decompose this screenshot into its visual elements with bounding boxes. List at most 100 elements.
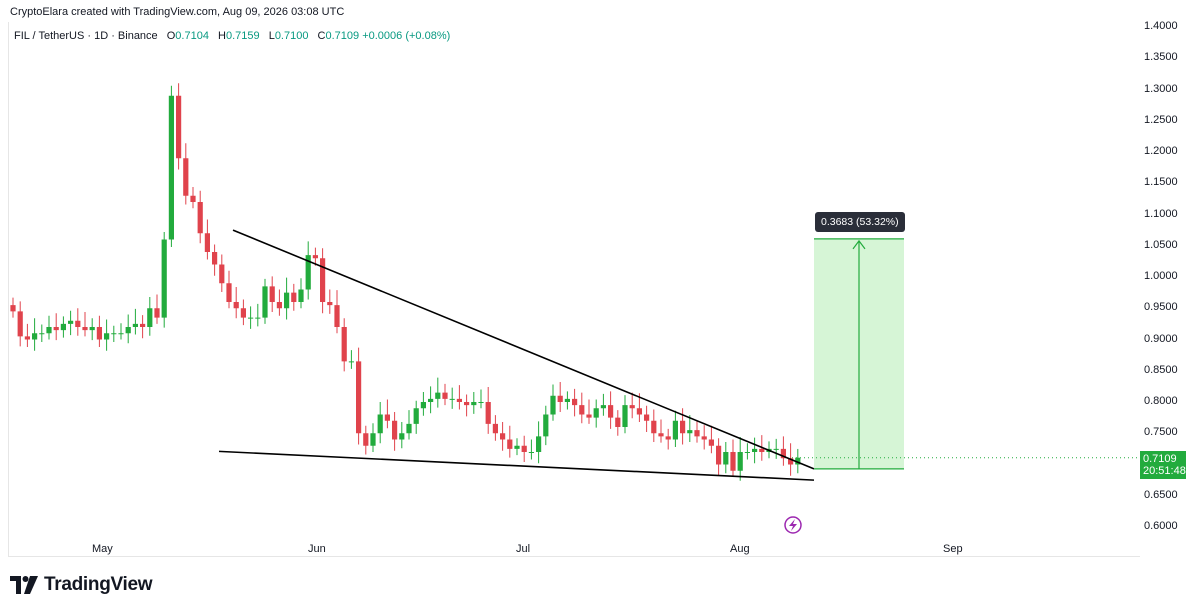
candle-down <box>636 408 642 415</box>
price-tick-label: 0.6000 <box>1144 520 1178 532</box>
candle-up <box>348 361 354 363</box>
candle-up <box>132 323 138 327</box>
change-value: +0.0006 (+0.08%) <box>362 30 451 42</box>
candle-up <box>478 402 484 403</box>
candle-down <box>644 414 650 421</box>
annotations-layer <box>218 229 1140 534</box>
price-tick-label: 1.0000 <box>1144 270 1178 282</box>
candle-down <box>212 252 218 265</box>
lightning-icon[interactable] <box>784 516 802 534</box>
close-value: 0.7109 <box>325 30 360 42</box>
candle-up <box>118 333 124 335</box>
candle-up <box>298 289 304 302</box>
candle-up <box>471 402 477 406</box>
candle-down <box>658 433 664 437</box>
candle-up <box>687 430 693 434</box>
price-tick-label: 1.2500 <box>1144 113 1178 126</box>
candle-down <box>615 417 621 427</box>
candle-up <box>399 433 405 440</box>
symbol-legend: FIL / TetherUS · 1D · Binance O0.7104 H0… <box>14 30 450 42</box>
chart-caption: CryptoElara created with TradingView.com… <box>10 6 345 18</box>
candle-down <box>291 292 297 302</box>
price-tick-label: 0.9000 <box>1144 332 1178 345</box>
price-tick-label: 1.2000 <box>1144 145 1178 157</box>
candle-up <box>406 423 412 434</box>
candle-down <box>154 308 160 318</box>
candle-up <box>449 398 455 400</box>
candle-up <box>111 333 117 335</box>
candle-up <box>89 327 95 331</box>
price-tick-label: 1.4000 <box>1144 20 1178 32</box>
candle-down <box>500 433 506 440</box>
measure-label: 0.3683 (53.32%) <box>815 212 905 232</box>
price-tick-label: 1.1500 <box>1144 176 1178 189</box>
time-tick-label: May <box>92 543 113 555</box>
candle-up <box>593 408 599 418</box>
candle-up <box>435 392 441 399</box>
candle-up <box>248 317 254 319</box>
candle-up <box>420 402 426 409</box>
candle-up <box>255 317 261 319</box>
price-tick-label: 0.8000 <box>1144 395 1178 407</box>
time-tick-label: Jul <box>516 543 531 555</box>
candle-up <box>737 452 743 471</box>
candle-up <box>370 433 376 446</box>
candle-down <box>521 445 527 452</box>
candle-up <box>39 333 45 335</box>
low-value: 0.7100 <box>274 30 309 42</box>
candle-up <box>125 327 131 334</box>
candle-down <box>327 302 333 306</box>
time-tick-label: Jun <box>308 543 326 555</box>
candle-up <box>68 320 74 324</box>
candle-down <box>384 414 390 421</box>
candle-down <box>759 448 765 452</box>
candle-down <box>312 255 318 259</box>
candle-up <box>161 239 167 318</box>
low-label: L <box>268 30 275 42</box>
price-tick-label: 1.1000 <box>1144 207 1178 220</box>
candle-up <box>262 286 268 318</box>
candle-up <box>147 308 153 327</box>
price-tick-label: 1.0500 <box>1144 238 1178 251</box>
candle-down <box>204 233 210 252</box>
candle-down <box>276 302 282 309</box>
candle-down <box>334 305 340 327</box>
candle-down <box>651 420 657 434</box>
candle-down <box>464 402 470 406</box>
candle-down <box>680 420 686 434</box>
candle-down <box>140 323 146 327</box>
candle-down <box>82 327 88 331</box>
candle-down <box>492 423 498 434</box>
countdown: 20:51:48 <box>1143 465 1186 477</box>
symbol-name: FIL / TetherUS · 1D · Binance <box>14 30 158 42</box>
candle-down <box>190 195 196 202</box>
upper-trendline[interactable] <box>232 229 815 470</box>
candle-down <box>629 405 635 409</box>
candle-down <box>10 305 16 312</box>
candle-down <box>701 436 707 440</box>
candle-down <box>507 439 513 449</box>
candle-up <box>550 395 556 415</box>
candle-down <box>392 420 398 440</box>
current-price: 0.7109 <box>1143 453 1177 465</box>
candle-down <box>96 327 102 340</box>
candle-down <box>586 414 592 418</box>
candle-up <box>795 457 801 465</box>
close-label: C <box>317 30 326 42</box>
candle-down <box>694 430 700 437</box>
candle-down <box>456 398 462 402</box>
candle-up <box>60 323 66 331</box>
lower-trendline[interactable] <box>218 450 815 481</box>
chart-pane[interactable] <box>8 22 1140 557</box>
candle-down <box>780 448 786 459</box>
candle-down <box>75 320 81 327</box>
price-tick-label: 0.8500 <box>1144 363 1178 376</box>
high-value: 0.7159 <box>225 30 260 42</box>
candle-down <box>665 436 671 440</box>
candle-up <box>622 405 628 427</box>
candle-up <box>104 333 110 340</box>
candle-down <box>356 361 362 434</box>
candle-down <box>17 311 23 337</box>
candle-down <box>233 302 239 309</box>
